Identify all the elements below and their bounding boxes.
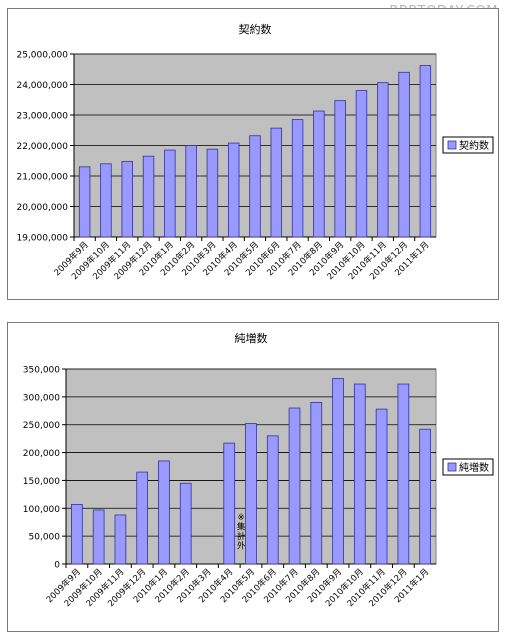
net-increase-bar [114, 514, 127, 565]
contracts-bar [142, 155, 155, 238]
contracts-ytick-label: 21,000,000 [16, 173, 68, 183]
contracts-ytick-label: 24,000,000 [16, 81, 68, 91]
contracts-bar [270, 127, 283, 238]
contracts-ytick-label: 22,000,000 [16, 142, 68, 152]
contracts-title: 契約数 [239, 22, 272, 36]
contracts-ytick-label: 19,000,000 [16, 234, 68, 244]
contracts-bar [377, 82, 389, 238]
net-increase-ytick-label: 50,000 [29, 533, 61, 543]
contracts-ytick-label: 25,000,000 [16, 51, 68, 61]
net-increase-annotation-char: 集 [237, 522, 246, 533]
net-increase-ytick-label: 100,000 [23, 505, 60, 515]
net-increase-annotation-char: 外 [237, 541, 246, 552]
net-increase-ytick-label: 150,000 [23, 477, 60, 487]
net-increase-bar [353, 383, 366, 565]
net-increase-bar [310, 402, 323, 565]
net-increase-chart-svg: 純増数 0 50,000 100,000 150,000 200,000 250,000 30… [23, 332, 494, 609]
net-increase-ytick-label: 250,000 [23, 421, 60, 431]
net-increase-bar [332, 378, 344, 565]
contracts-bar [249, 135, 261, 238]
contracts-ytick-label: 20,000,000 [16, 203, 68, 213]
net-increase-bar [266, 435, 279, 565]
net-increase-bar [397, 383, 410, 565]
contracts-bar [313, 110, 325, 238]
net-increase-legend-swatch [447, 462, 457, 472]
contracts-legend-swatch [447, 140, 457, 150]
contracts-bar [419, 65, 432, 238]
net-increase-bar [419, 428, 431, 565]
contracts-bar [78, 166, 91, 238]
net-increase-bar [92, 509, 105, 565]
contracts-bar [227, 142, 240, 238]
net-increase-bar [223, 442, 236, 565]
contracts-ytick-label: 23,000,000 [16, 112, 68, 122]
contracts-bar [398, 71, 410, 238]
contracts-bar [206, 148, 219, 238]
contracts-chart-svg: 契約数 19,000,000 20,000,000 21,000,000 22,000,… [16, 22, 494, 282]
net-increase-ytick-label: 0 [54, 561, 60, 571]
contracts-chart: 契約数 19,000,000 20,000,000 21,000,000 22,000,… [7, 8, 499, 300]
net-increase-ytick-label: 300,000 [23, 393, 60, 403]
contracts-bar [121, 160, 133, 238]
net-increase-annotation-char: ※ [238, 513, 245, 523]
net-increase-bar [71, 503, 83, 565]
contracts-legend-label: 契約数 [459, 139, 489, 152]
net-increase-bar [375, 408, 388, 565]
net-increase-annotation-char: 計 [237, 531, 246, 542]
net-increase-chart: 純増数 0 50,000 100,000 150,000 200,000 250,000 30… [7, 322, 499, 632]
contracts-bar [291, 119, 304, 238]
net-increase-title: 純増数 [235, 332, 268, 345]
net-increase-bar [179, 482, 192, 565]
net-increase-bar [245, 423, 257, 565]
net-increase-legend-label: 純増数 [459, 461, 489, 474]
contracts-bar [334, 100, 346, 238]
net-increase-ytick-label: 350,000 [23, 366, 60, 376]
contracts-bar [355, 90, 368, 238]
net-increase-bar [288, 407, 301, 565]
net-increase-bar [158, 460, 170, 565]
net-increase-ytick-label: 200,000 [23, 449, 60, 459]
contracts-bar [185, 145, 197, 238]
contracts-bar [100, 163, 112, 238]
net-increase-bar [136, 471, 149, 565]
contracts-bar [164, 149, 176, 238]
